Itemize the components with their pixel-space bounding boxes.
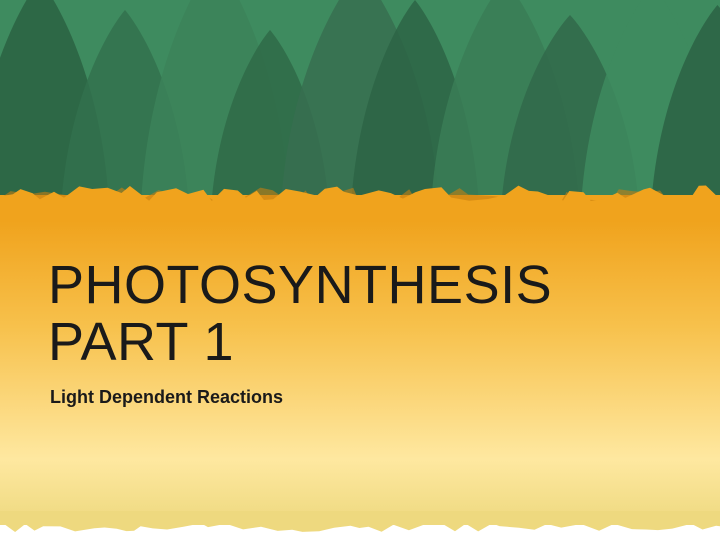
torn-edge-bottom (0, 511, 720, 535)
content-region: PHOTOSYNTHESIS PART 1 Light Dependent Re… (0, 195, 720, 525)
leaf-background (0, 0, 720, 210)
slide-subtitle: Light Dependent Reactions (50, 387, 283, 408)
slide-title: PHOTOSYNTHESIS PART 1 (48, 257, 552, 370)
title-line-1: PHOTOSYNTHESIS (48, 255, 552, 315)
top-leaf-region (0, 0, 720, 210)
slide: PHOTOSYNTHESIS PART 1 Light Dependent Re… (0, 0, 720, 540)
title-line-2: PART 1 (48, 312, 234, 372)
torn-edge-top (0, 181, 720, 209)
